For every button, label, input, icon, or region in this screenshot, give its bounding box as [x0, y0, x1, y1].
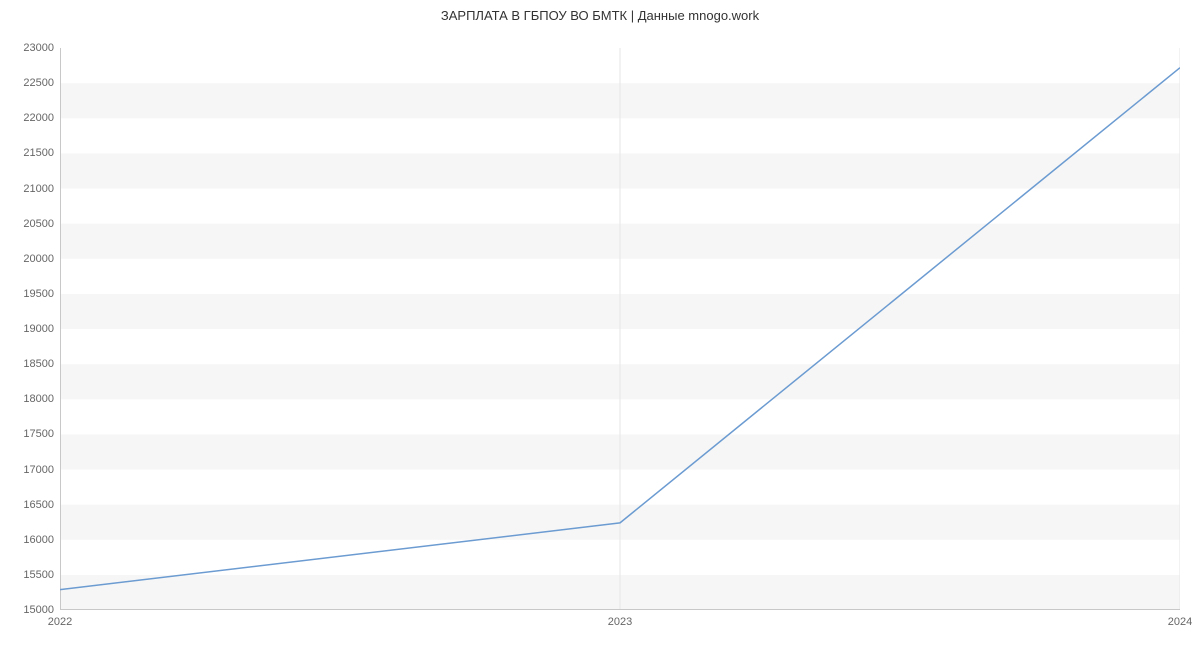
- y-tick-label: 22000: [23, 112, 60, 124]
- y-tick-label: 21000: [23, 183, 60, 195]
- y-tick-label: 17000: [23, 464, 60, 476]
- x-tick-label: 2023: [608, 610, 632, 628]
- y-tick-label: 22500: [23, 77, 60, 89]
- y-tick-label: 15500: [23, 569, 60, 581]
- x-tick-label: 2024: [1168, 610, 1192, 628]
- y-tick-label: 16000: [23, 534, 60, 546]
- x-tick-label: 2022: [48, 610, 72, 628]
- y-tick-label: 18000: [23, 393, 60, 405]
- plot-area: 1500015500160001650017000175001800018500…: [60, 48, 1180, 610]
- salary-line-chart: ЗАРПЛАТА В ГБПОУ ВО БМТК | Данные mnogo.…: [0, 0, 1200, 650]
- y-tick-label: 19000: [23, 323, 60, 335]
- y-tick-label: 20500: [23, 218, 60, 230]
- plot-svg: [60, 48, 1180, 610]
- y-tick-label: 19500: [23, 288, 60, 300]
- y-tick-label: 21500: [23, 147, 60, 159]
- y-tick-label: 17500: [23, 428, 60, 440]
- y-tick-label: 20000: [23, 253, 60, 265]
- y-tick-label: 18500: [23, 358, 60, 370]
- chart-title: ЗАРПЛАТА В ГБПОУ ВО БМТК | Данные mnogo.…: [0, 8, 1200, 23]
- y-tick-label: 23000: [23, 42, 60, 54]
- y-tick-label: 16500: [23, 499, 60, 511]
